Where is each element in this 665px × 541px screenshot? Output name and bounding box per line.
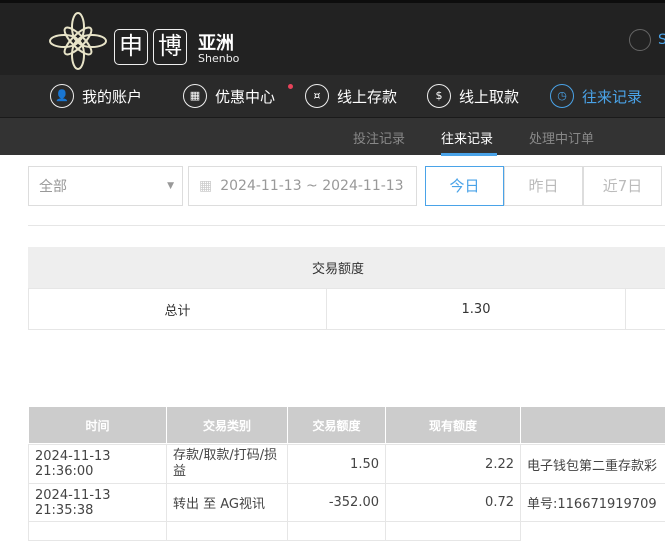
table-row-partial [28, 521, 167, 541]
brand-cn: 亚洲 [198, 33, 234, 54]
cell-type: 转出 至 AG视讯 [166, 483, 288, 522]
summary-value: 1.30 [326, 288, 626, 330]
date-range-input[interactable]: ▦ 2024-11-13 ~ 2024-11-13 [188, 166, 417, 206]
cell-balance: 2.22 [385, 444, 521, 484]
cell-type: 存款/取款/打码/损益 [166, 444, 288, 484]
cell-remark: 电子钱包第二重存款彩 [520, 444, 665, 484]
cell-balance: 0.72 [385, 483, 521, 522]
nav-my-account[interactable]: 👤 我的账户 [50, 83, 142, 109]
table-row-partial [385, 521, 521, 541]
logo-char: 申 [114, 29, 148, 65]
nav-label: 我的账户 [82, 87, 143, 106]
nav-label: 往来记录 [582, 87, 643, 106]
sub-tabs: 投注记录 往来记录 处理中订单 [0, 117, 665, 156]
record-icon: ◷ [550, 84, 574, 108]
summary-label: 总计 [28, 288, 327, 330]
cell-amount: 1.50 [287, 444, 386, 484]
type-select[interactable]: 全部 ▼ [28, 166, 183, 206]
nav-withdraw[interactable]: $ 线上取款 [427, 83, 519, 109]
select-value: 全部 [39, 179, 67, 195]
col-time: 时间 [28, 406, 167, 444]
withdraw-icon: $ [427, 84, 451, 108]
tab-transaction-records[interactable]: 往来记录 [441, 132, 494, 147]
active-tab-indicator [441, 153, 497, 156]
divider [28, 225, 665, 226]
last-7-days-button[interactable]: 近7日 [583, 166, 662, 206]
nav-deposit[interactable]: ¤ 线上存款 [305, 83, 397, 109]
cell-remark: 单号:116671919709 [520, 483, 665, 522]
nav-promotions[interactable]: ▦ 优惠中心 [183, 83, 275, 109]
date-value: 2024-11-13 ~ 2024-11-13 [220, 178, 404, 194]
username[interactable]: S [658, 32, 665, 48]
logo-char: 博 [153, 29, 187, 65]
logo-flower-icon [49, 12, 107, 70]
notification-dot [288, 84, 293, 89]
tab-bet-records[interactable]: 投注记录 [353, 132, 406, 147]
nav-label: 线上存款 [337, 87, 398, 106]
table-row-partial [166, 521, 288, 541]
user-icon: 👤 [50, 84, 74, 108]
cell-amount: -352.00 [287, 483, 386, 522]
user-avatar-icon[interactable] [629, 29, 651, 51]
gift-icon: ▦ [183, 84, 207, 108]
cell-time: 2024-11-13 21:36:00 [28, 444, 167, 484]
chevron-down-icon: ▼ [167, 181, 174, 191]
yesterday-button[interactable]: 昨日 [504, 166, 583, 206]
col-balance: 现有额度 [385, 406, 521, 444]
nav-label: 线上取款 [459, 87, 520, 106]
tab-pending-orders[interactable]: 处理中订单 [529, 132, 595, 147]
nav-label: 优惠中心 [215, 87, 276, 106]
nav-records[interactable]: ◷ 往来记录 [550, 83, 642, 109]
summary-empty [625, 288, 665, 330]
calendar-icon: ▦ [199, 178, 213, 194]
col-amount: 交易额度 [287, 406, 386, 444]
summary-header: 交易额度 [28, 247, 665, 288]
top-bar: 申 博 亚洲 Shenbo S [0, 0, 665, 75]
today-button[interactable]: 今日 [425, 166, 504, 206]
table-row-partial [287, 521, 386, 541]
col-type: 交易类别 [166, 406, 288, 444]
cell-time: 2024-11-13 21:35:38 [28, 483, 167, 522]
main-nav: 👤 我的账户 ▦ 优惠中心 ¤ 线上存款 $ 线上取款 ◷ 往来记录 [0, 75, 665, 117]
brand-en: Shenbo [198, 52, 240, 65]
col-remark [520, 406, 665, 444]
deposit-icon: ¤ [305, 84, 329, 108]
